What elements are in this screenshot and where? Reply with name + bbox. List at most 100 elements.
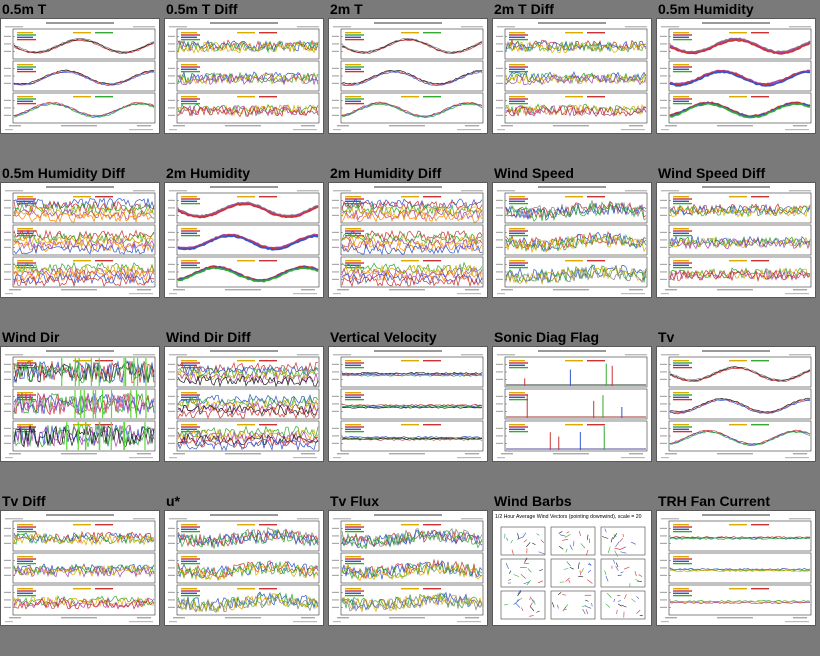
data-series-line [177, 425, 319, 438]
data-series-line [177, 71, 319, 84]
x-tick-label [465, 125, 479, 127]
plot-thumbnail-link[interactable] [164, 18, 324, 134]
plot-thumbnail-image [168, 350, 320, 459]
plot-header-text [210, 186, 278, 188]
tick-label [168, 199, 175, 201]
data-series-line [13, 564, 155, 577]
tick-label [660, 567, 667, 569]
wind-vector [508, 570, 512, 574]
wind-vector [563, 568, 569, 570]
x-tick-label [793, 453, 807, 455]
plot-header-text [789, 518, 811, 520]
plot-thumbnail-link[interactable] [328, 346, 488, 462]
tick-label [332, 363, 339, 365]
footer-text [169, 621, 177, 623]
legend-entry [17, 526, 36, 528]
tick-label [332, 574, 339, 576]
data-series-line [505, 103, 647, 117]
legend-entry [509, 38, 528, 41]
legend-entry [673, 594, 692, 597]
plot-thumbnail-link[interactable] [328, 18, 488, 134]
x-axis-label [717, 453, 753, 455]
wind-vector [536, 533, 540, 536]
x-tick-label [137, 617, 151, 619]
legend-entry [181, 34, 200, 36]
wind-vector [621, 604, 627, 608]
data-series-line [341, 272, 483, 285]
wind-vector [604, 570, 607, 576]
plot-thumbnail-link[interactable] [492, 182, 652, 298]
legend-entry [95, 96, 113, 98]
plot-thumbnail-link[interactable] [656, 346, 816, 462]
tick-label [332, 591, 339, 593]
legend-entry [673, 68, 689, 70]
tick-label [168, 442, 175, 444]
legend-entry [345, 430, 364, 433]
footer-text [169, 129, 177, 131]
plot-thumbnail-link[interactable] [492, 346, 652, 462]
plot-thumbnail-link[interactable] [328, 510, 488, 626]
legend-entry [345, 526, 364, 528]
legend-entry [345, 100, 361, 102]
plot-header-text [374, 350, 442, 352]
plot-thumbnail-link[interactable] [328, 182, 488, 298]
plot-header-text [661, 354, 679, 356]
tick-label [496, 43, 503, 45]
legend-entry [345, 264, 361, 266]
plot-thumbnail-link[interactable] [164, 182, 324, 298]
tick-label [332, 67, 339, 69]
legend-entry [17, 524, 33, 526]
legend-entry [181, 594, 200, 597]
footer-text [785, 293, 809, 295]
legend-entry [673, 530, 692, 533]
plot-thumbnail-link[interactable] [164, 346, 324, 462]
plot-thumbnail-link[interactable] [0, 346, 160, 462]
x-tick-label [465, 617, 479, 619]
legend-entry [17, 426, 36, 428]
legend-entry [673, 592, 689, 594]
legend-entry [181, 592, 197, 594]
data-series-line [177, 407, 319, 420]
x-axis-label [553, 289, 589, 291]
legend-entry [423, 96, 441, 98]
legend-entry [509, 266, 528, 269]
legend-entry [345, 38, 364, 41]
data-series-line [13, 360, 155, 384]
legend-entry [17, 590, 36, 592]
plot-thumbnail-link[interactable] [0, 510, 160, 626]
tick-label [660, 535, 667, 537]
footer-text [497, 293, 505, 295]
plot-thumbnail-link[interactable] [0, 18, 160, 134]
wind-vector [557, 592, 562, 595]
wind-vector [618, 603, 622, 607]
plot-thumbnail-link[interactable] [0, 182, 160, 298]
plot-header-text [46, 514, 114, 516]
plot-thumbnail-link[interactable] [656, 18, 816, 134]
legend-entry [73, 196, 91, 198]
tick-label [496, 378, 503, 380]
legend-entry [509, 100, 525, 102]
plot-thumbnail-link[interactable] [656, 182, 816, 298]
data-series-line [669, 399, 811, 415]
plot-header-text [374, 186, 442, 188]
legend-entry [345, 64, 361, 66]
legend-entry [509, 262, 528, 264]
plot-panel [340, 420, 484, 452]
legend-entry [565, 424, 583, 426]
plot-thumbnail-link[interactable] [656, 510, 816, 626]
plot-thumbnail-link[interactable] [492, 18, 652, 134]
tick-label [4, 559, 11, 561]
plot-thumbnail-link[interactable]: 1/2 Hour Average Wind Vectors (pointing … [492, 510, 652, 626]
wind-vector [533, 599, 536, 605]
plot-thumbnail-link[interactable] [164, 510, 324, 626]
legend-entry [17, 34, 36, 36]
legend-entry [509, 264, 525, 266]
legend-entry [17, 96, 33, 98]
wind-vector [507, 579, 512, 581]
footer-text [293, 293, 317, 295]
legend-entry [673, 34, 692, 36]
data-series-line [13, 229, 155, 242]
legend-entry [673, 430, 692, 433]
legend-entry [17, 32, 33, 34]
barb-panel [500, 590, 546, 620]
